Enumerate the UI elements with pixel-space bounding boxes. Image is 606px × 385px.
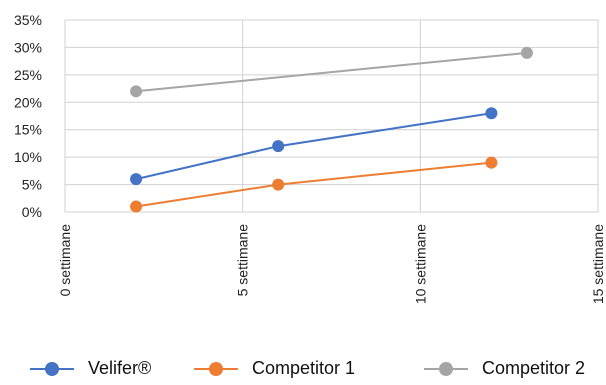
chart-legend: Velifer® Competitor 1 Competitor 2 — [0, 352, 606, 385]
y-tick-label: 15% — [14, 122, 42, 138]
x-tick-label: 10 settimane — [412, 224, 428, 304]
legend-label-competitor-1: Competitor 1 — [252, 358, 356, 378]
y-axis: 0% 5% 10% 15% 20% 25% 30% 35% — [14, 12, 42, 220]
data-point-series-0-2[interactable] — [485, 107, 498, 120]
series-line-0 — [135, 112, 492, 181]
legend-label-velifer: Velifer® — [88, 358, 152, 378]
legend-item-competitor-2[interactable]: Competitor 2 — [424, 352, 585, 385]
chart-grid — [64, 19, 599, 213]
y-tick-label: 35% — [14, 12, 42, 28]
data-point-series-1-1[interactable] — [272, 178, 285, 191]
x-tick-label: 15 settimane — [590, 224, 606, 304]
series-group — [130, 46, 533, 213]
data-point-series-2-0[interactable] — [130, 85, 143, 98]
data-point-series-0-0[interactable] — [130, 173, 143, 186]
legend-swatch-velifer — [30, 361, 74, 377]
data-point-series-0-1[interactable] — [272, 140, 285, 153]
y-tick-label: 20% — [14, 94, 42, 110]
legend-swatch-competitor-2 — [424, 361, 468, 377]
legend-label-competitor-2: Competitor 2 — [482, 358, 586, 378]
y-tick-label: 10% — [14, 149, 42, 165]
legend-item-velifer[interactable]: Velifer® — [30, 352, 151, 385]
data-point-series-1-0[interactable] — [130, 200, 143, 213]
data-point-series-1-2[interactable] — [485, 156, 498, 169]
series-line-2 — [136, 51, 527, 93]
y-tick-label: 30% — [14, 39, 42, 55]
legend-swatch-competitor-1 — [194, 361, 238, 377]
y-tick-label: 0% — [22, 204, 42, 220]
y-tick-label: 5% — [22, 177, 42, 193]
data-point-series-2-1[interactable] — [520, 46, 533, 59]
x-tick-label: 0 settimane — [57, 224, 73, 297]
line-chart: 0% 5% 10% 15% 20% 25% 30% 35% 0 settimane 5 sett… — [14, 12, 606, 304]
x-tick-label: 5 settimane — [235, 224, 251, 297]
y-tick-label: 25% — [14, 67, 42, 83]
x-axis: 0 settimane 5 settimane 10 settimane 15 set… — [57, 224, 606, 304]
legend-item-competitor-1[interactable]: Competitor 1 — [194, 352, 355, 385]
